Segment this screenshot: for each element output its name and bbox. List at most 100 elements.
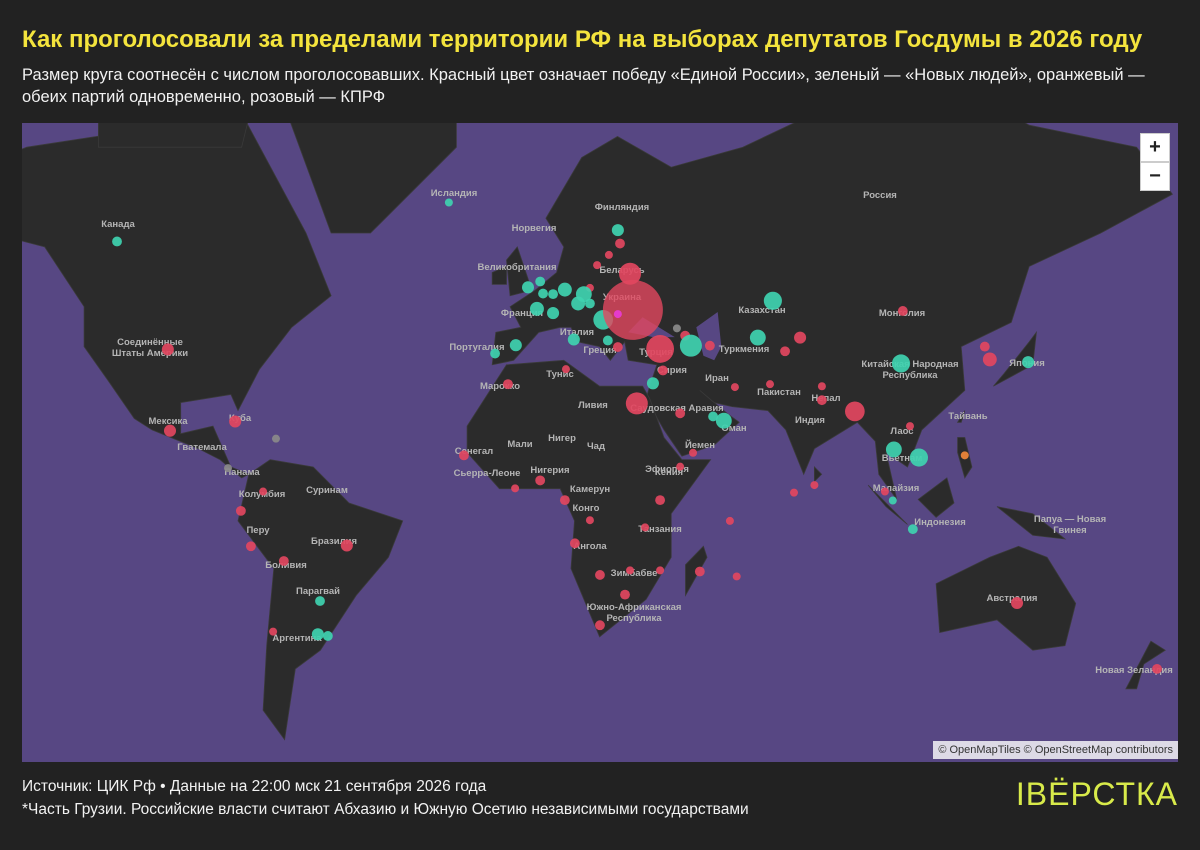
country-label: Танзания [638,524,682,535]
country-label: Греция [583,345,616,356]
country-label-line: Исландия [431,188,478,199]
country-label-line: Суринам [306,485,348,496]
marker [626,566,635,575]
country-label: Лаос [890,426,913,437]
marker [490,348,500,359]
country-label: Папуа — Новая Гвинея [1034,514,1106,536]
country-label-line: Нигер [548,433,576,444]
marker [458,450,469,461]
marker [535,276,546,287]
marker [529,301,544,316]
country-label: Вьетнам [882,453,923,464]
marker [679,334,702,357]
marker [612,342,623,352]
country-label-line: Малайзия [873,483,920,494]
marker [625,392,648,415]
marker [259,487,268,496]
country-label-line: Танзания [638,524,682,535]
zoom-out[interactable]: − [1140,162,1170,191]
country-label: Соединённые Штаты Америки [112,337,188,359]
country-label-line: Франция [501,308,543,319]
landmass [491,123,1174,500]
map: Канада Исландия Финляндия Норвегия Россия Вел… [22,123,1178,762]
country-label-line: Португалия [449,342,504,353]
marker [880,487,889,496]
country-label: Парагвай [296,586,340,597]
country-label-line: Финляндия [595,202,649,213]
marker [602,335,613,346]
country-label-line: Чад [587,441,605,452]
country-label: Суринам [306,485,348,496]
marker [585,298,595,309]
country-label-line: Аргентина [272,633,322,644]
attribution: © OpenMapTiles © OpenStreetMap contribut… [933,741,1178,759]
marker [672,324,681,333]
marker [615,238,625,249]
country-label-line: Оман [721,423,747,434]
country-label-line: Республика [882,370,938,381]
country-label-line: Парагвай [296,586,340,597]
marker [817,382,826,391]
landmass [1125,640,1166,690]
subtitle: Размер круга соотнесён с числом проголос… [22,66,1145,106]
marker [557,282,572,297]
country-label-line: Индия [795,415,825,426]
country-label-line: Сирия [657,365,687,376]
marker [611,224,624,237]
marker [548,289,558,300]
country-label: Гватемала [177,442,227,453]
country-label-line: Зимбабве [611,568,658,579]
country-label: Йемен [685,439,715,451]
country-label-line: Греция [583,345,616,356]
country-label: Тайвань [948,411,987,422]
marker [535,475,546,486]
zoom-in[interactable]: + [1140,133,1170,162]
country-label-line: Канада [101,219,135,230]
country-label-line: Индонезия [914,517,966,528]
landmass [867,484,908,525]
marker [521,281,535,294]
country-label: Индия [795,415,825,426]
marker [845,401,865,422]
country-label: Пакистан [757,387,801,398]
landmass [98,123,249,148]
country-label: Сьерра-Леоне [454,468,521,479]
country-label-line: Кения [655,467,683,478]
landmass [935,545,1077,651]
marker [595,569,605,580]
marker [585,516,594,525]
country-label: Малайзия [873,483,920,494]
country-label: Перу [246,525,270,536]
country-label: Ангола [573,541,607,552]
marker [595,620,605,631]
marker [891,354,911,373]
country-label-line: Лаос [890,426,913,437]
landmass [814,466,823,483]
country-label-line: Казахстан [738,305,785,316]
marker [646,335,675,363]
country-label: Канада [101,219,135,230]
marker [888,496,897,505]
country-label-line: Республика [606,613,662,624]
country-label-line: Папуа — Новая [1034,514,1106,525]
country-label: Саудовская Аравия [630,403,723,414]
country-label: Норвегия [512,223,557,234]
country-label-line: Эфиопия [645,464,689,475]
marker [909,448,929,467]
country-label: Австралия [987,593,1038,604]
marker [982,352,997,367]
marker [641,523,650,532]
country-label: Оман [721,423,747,434]
country-label: Финляндия [595,202,649,213]
country-label: Камерун [570,484,610,495]
marker [905,422,914,431]
country-label: Мали [507,439,532,450]
landmass [466,359,712,638]
marker [538,288,548,299]
marker [676,462,685,471]
marker [658,365,668,376]
country-label: Новая Зеландия [1095,665,1173,676]
marker [1022,356,1035,369]
